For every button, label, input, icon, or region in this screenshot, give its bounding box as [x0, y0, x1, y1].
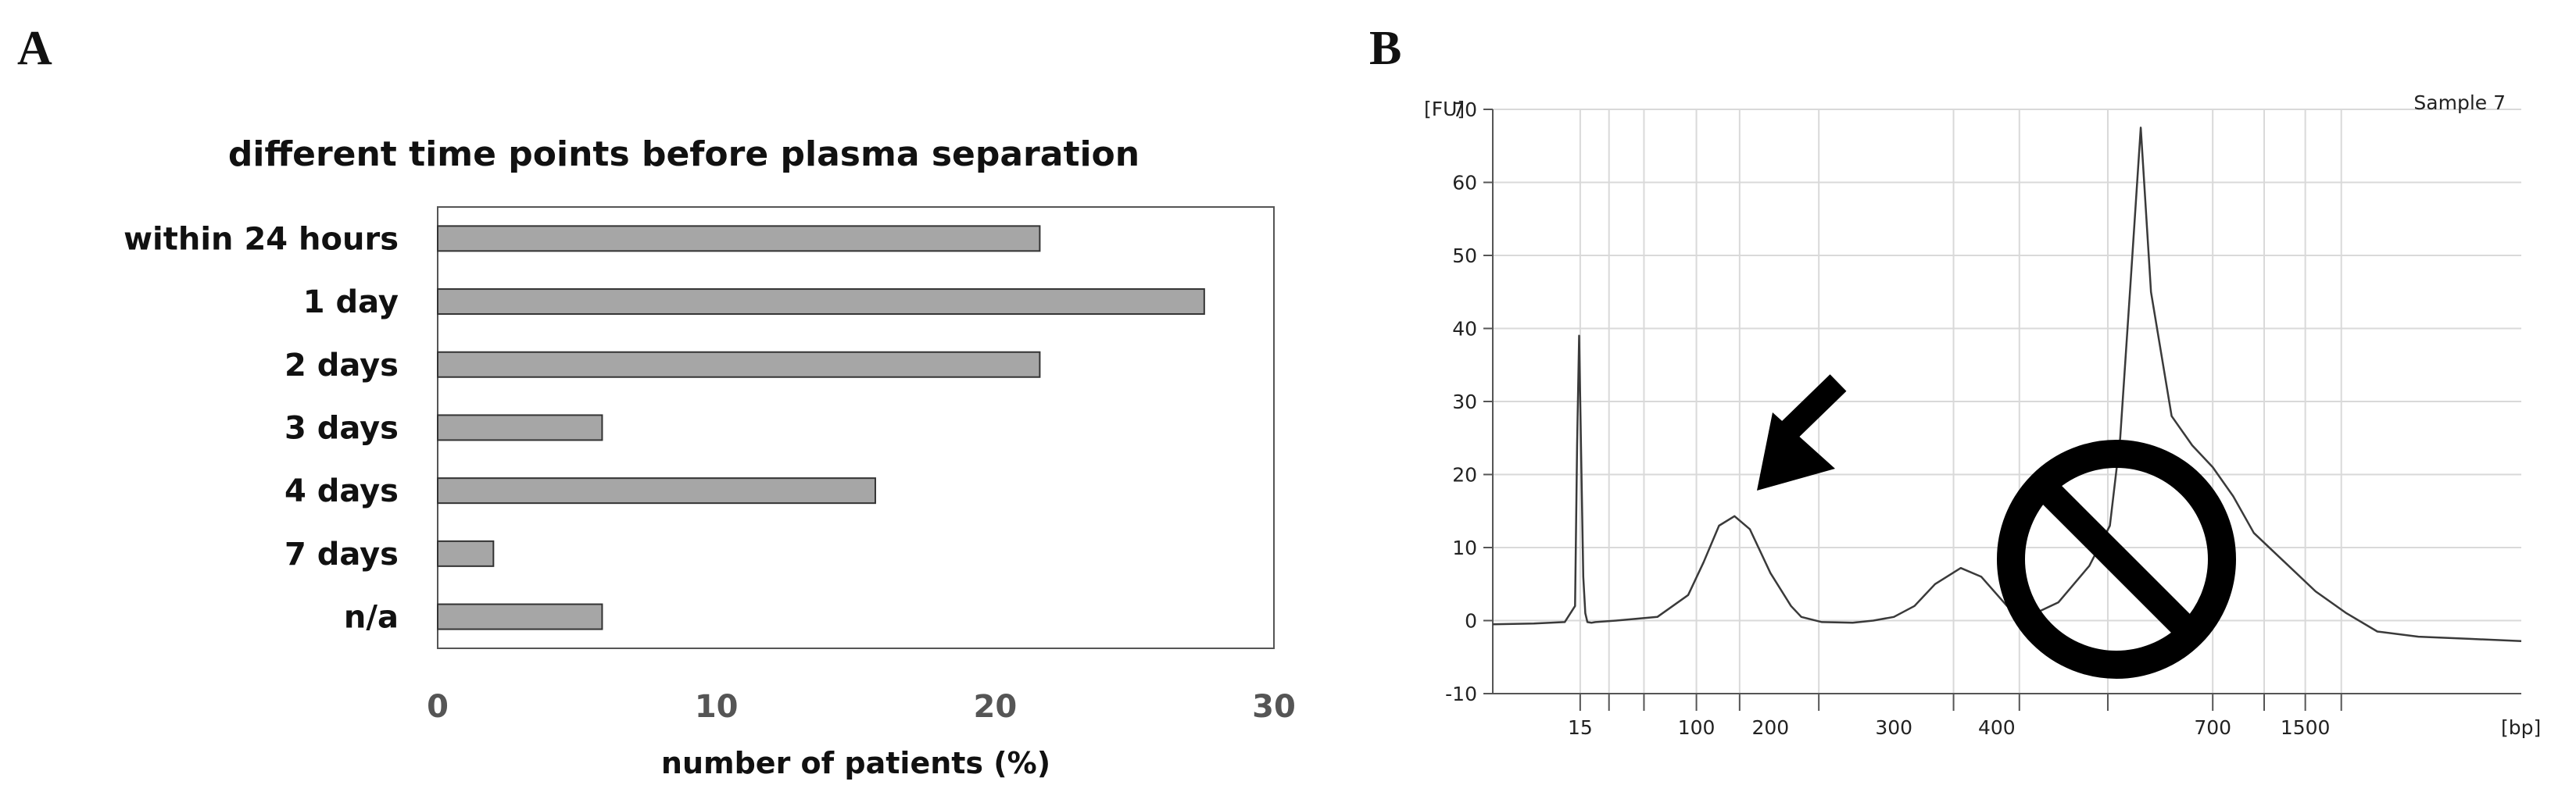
electropherogram-y-axis-label: [FU]: [1424, 98, 1465, 120]
x-tick-label: 30: [1252, 689, 1296, 725]
x-tick-label: 100: [1678, 716, 1716, 739]
x-tick-label: 20: [973, 689, 1017, 725]
electropherogram: -10 0 10 20 30 40 50 60 70 15 100 200 300 400 700 1500…: [1424, 91, 2541, 739]
y-tick-label: 0: [1465, 610, 1477, 633]
category-label: 2 days: [284, 348, 399, 384]
category-label: 1 day: [303, 284, 399, 320]
x-tick-label: 0: [427, 689, 449, 725]
category-label: 7 days: [284, 537, 399, 573]
x-tick-label: 400: [1978, 716, 2016, 739]
electropherogram-x-axis-label: [bp]: [2501, 716, 2541, 739]
bar: [437, 288, 1205, 316]
annotation-arrow: [1757, 374, 1847, 491]
y-tick-label: -10: [1445, 683, 1477, 705]
y-tick-label: 20: [1452, 464, 1477, 487]
bar: [437, 477, 876, 505]
panel-label-a: A: [17, 22, 52, 75]
category-label: within 24 hours: [123, 221, 399, 257]
x-tick-label: 300: [1875, 716, 1912, 739]
category-label: 3 days: [284, 410, 399, 446]
panel-label-b: B: [1369, 22, 1401, 75]
y-tick-label: 30: [1452, 391, 1477, 413]
bar: [437, 540, 495, 567]
electropherogram-sample-title: Sample 7: [2413, 91, 2506, 114]
bar: [437, 414, 603, 441]
bar: [437, 603, 603, 630]
category-label: n/a: [344, 600, 399, 636]
y-tick-label: 40: [1452, 318, 1477, 341]
bar-chart: different time points before plasma sepa…: [123, 134, 1296, 780]
y-tick-label: 70: [1452, 98, 1477, 121]
y-tick-label: 10: [1452, 537, 1477, 559]
x-tick-label: 15: [1568, 716, 1593, 739]
bar: [437, 351, 1041, 378]
x-tick-label: 700: [2194, 716, 2231, 739]
x-tick-label: 1500: [2281, 716, 2331, 739]
prohibition-sign-icon: [1997, 440, 2236, 679]
x-tick-label: 10: [695, 689, 739, 725]
bar-chart-x-axis-label: number of patients (%): [661, 746, 1050, 780]
bar: [437, 225, 1041, 252]
bar-chart-title: different time points before plasma sepa…: [228, 134, 1140, 174]
y-tick-label: 50: [1452, 244, 1477, 267]
category-label: 4 days: [284, 473, 399, 509]
y-tick-label: 60: [1452, 172, 1477, 194]
x-tick-label: 200: [1751, 716, 1789, 739]
electropherogram-trace: [1492, 127, 2522, 642]
